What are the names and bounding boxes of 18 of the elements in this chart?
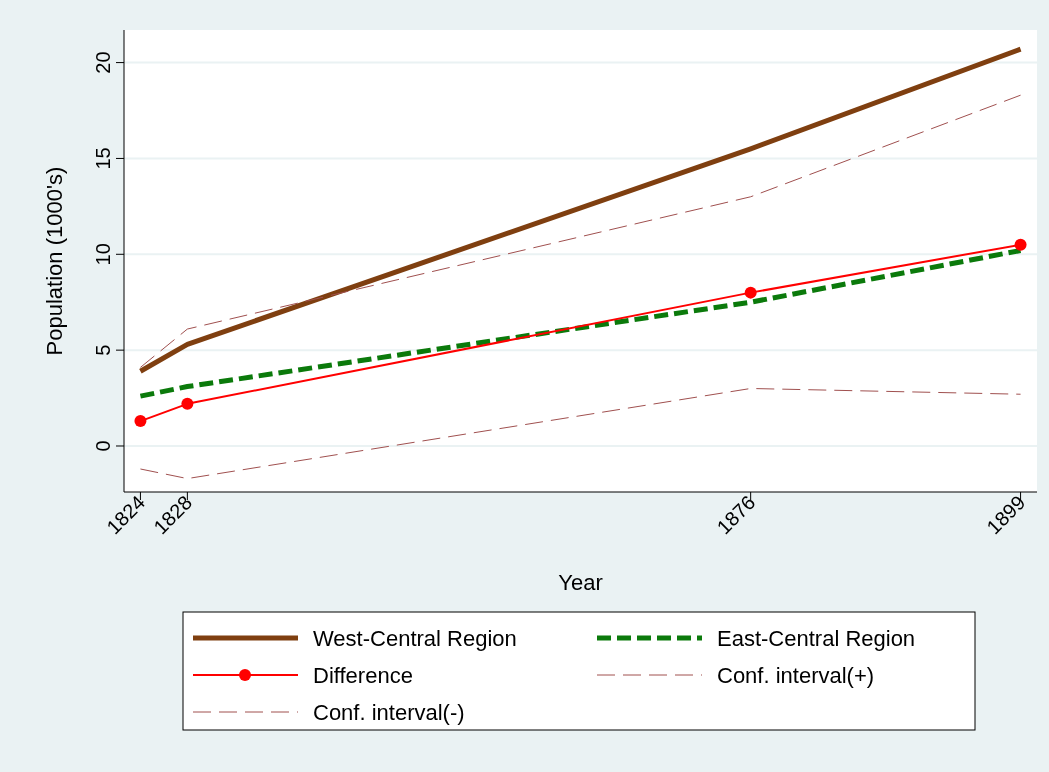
legend-label: Conf. interval(+): [717, 663, 875, 688]
y-tick-label: 0: [92, 440, 114, 452]
legend-label: Conf. interval(-): [313, 700, 465, 725]
y-axis-title: Population (1000's): [42, 166, 67, 356]
legend-label: Difference: [313, 663, 413, 688]
legend-label: West-Central Region: [313, 626, 517, 651]
y-tick-label: 20: [92, 51, 114, 74]
point: [1014, 238, 1027, 251]
point: [181, 397, 194, 410]
point: [134, 415, 147, 428]
y-tick-label: 15: [92, 147, 114, 170]
line-series: [139, 387, 1022, 480]
legend-label: East-Central Region: [717, 626, 916, 651]
y-tick-label: 10: [92, 243, 114, 266]
y-tick-label: 5: [92, 344, 114, 356]
x-axis-title: Year: [558, 570, 603, 595]
point: [744, 286, 757, 299]
line-series: [139, 94, 1022, 368]
